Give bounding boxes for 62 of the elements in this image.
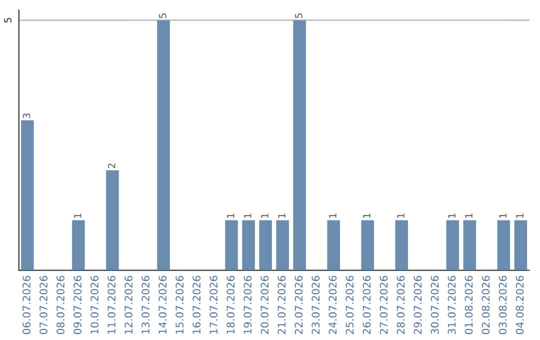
x-tick-label: 26.07.2026	[362, 276, 371, 334]
data-label: 3	[22, 113, 30, 118]
data-label: 1	[227, 214, 234, 218]
x-tick-label: 08.07.2026	[56, 276, 64, 334]
data-label: 1	[244, 214, 252, 218]
x-tick-label: 02.08.2026	[482, 276, 490, 334]
x-tick-label: 10.07.2026	[90, 276, 98, 334]
data-label: 5	[159, 13, 166, 18]
bar	[446, 220, 460, 270]
data-label: 1	[397, 214, 404, 218]
x-tick-label: 24.07.2026	[328, 276, 337, 334]
x-tick-label: 03.08.2026	[498, 276, 507, 334]
bar	[21, 120, 34, 270]
x-tick-label: 27.07.2026	[380, 276, 388, 334]
x-tick-label: 23.07.2026	[312, 276, 320, 334]
data-label: 1	[465, 214, 472, 218]
x-tick-label: 21.07.2026	[278, 276, 286, 334]
bar	[72, 220, 85, 270]
x-tick-label: 17.07.2026	[210, 276, 218, 334]
bar	[514, 220, 528, 270]
x-tick-label: 06.07.2026	[22, 276, 30, 334]
bar	[259, 220, 272, 270]
bar	[242, 220, 255, 270]
x-tick-label: 25.07.2026	[346, 276, 354, 334]
bar	[327, 220, 340, 270]
bar	[395, 220, 408, 270]
bar	[361, 220, 374, 270]
x-tick-label: 13.07.2026	[142, 276, 150, 334]
data-label: 1	[329, 214, 336, 218]
data-label: 1	[278, 214, 286, 218]
data-label: 1	[516, 214, 524, 218]
x-tick-label: 09.07.2026	[74, 276, 82, 334]
x-tick-label: 31.07.2026	[448, 276, 456, 334]
x-tick-label: 30.07.2026	[430, 276, 439, 334]
bar	[225, 220, 238, 270]
x-tick-label: 18.07.2026	[226, 276, 235, 334]
x-tick-label: 15.07.2026	[176, 276, 184, 334]
x-tick-label: 04.08.2026	[516, 276, 524, 334]
bar	[157, 20, 170, 270]
x-tick-label: 19.07.2026	[244, 276, 252, 334]
bar	[497, 220, 510, 270]
data-label: 2	[108, 164, 116, 168]
data-label: 1	[363, 214, 370, 218]
x-tick-label: 12.07.2026	[124, 276, 132, 334]
data-label: 1	[261, 214, 268, 218]
bar	[106, 170, 119, 270]
data-label: 1	[448, 214, 456, 218]
bar	[463, 220, 476, 270]
data-label: 5	[295, 13, 302, 18]
x-tick-label: 22.07.2026	[294, 276, 303, 334]
x-tick-label: 07.07.2026	[40, 276, 48, 334]
x-tick-label: 01.08.2026	[464, 276, 473, 334]
x-tick-label: 16.07.2026	[192, 276, 201, 334]
x-tick-label: 11.07.2026	[108, 276, 116, 334]
x-tick-label: 29.07.2026	[414, 276, 422, 334]
x-tick-label: 14.07.2026	[158, 276, 167, 334]
data-label: 1	[499, 214, 506, 218]
x-tick-label: 20.07.2026	[260, 276, 269, 334]
bar	[276, 220, 289, 270]
x-tick-label: 28.07.2026	[396, 276, 405, 334]
bar	[293, 20, 306, 270]
data-label: 1	[74, 214, 82, 218]
